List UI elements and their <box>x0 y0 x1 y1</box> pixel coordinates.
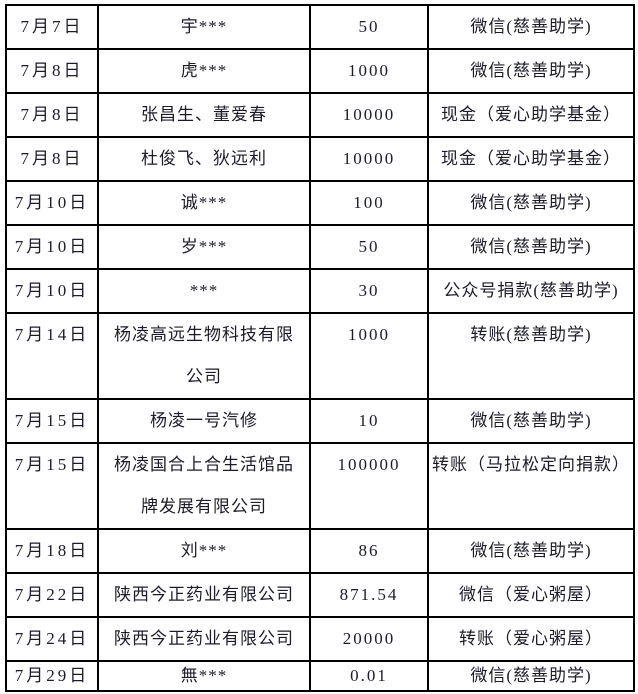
cell-method: 微信(慈善助学) <box>427 660 635 692</box>
cell-amount: 10000 <box>309 92 429 138</box>
table-row: 7月8日 虎*** 1000 微信(慈善助学) <box>5 48 635 94</box>
cell-date: 7月7日 <box>5 4 99 50</box>
donation-table: 7月7日 宇*** 50 微信(慈善助学) 7月8日 虎*** 1000 微信(慈善助学) 7月… <box>5 4 635 692</box>
cell-amount: 20000 <box>309 616 429 662</box>
table-row: 7月15日 杨凌一号汽修 10 微信(慈善助学) <box>5 398 635 444</box>
cell-donor: 杜俊飞、狄远利 <box>97 136 311 182</box>
cell-amount: 30 <box>309 268 429 314</box>
cell-donor: 刘*** <box>97 528 311 574</box>
cell-date: 7月15日 <box>5 398 99 444</box>
cell-date: 7月24日 <box>5 616 99 662</box>
table-row: 7月18日 刘*** 86 微信(慈善助学) <box>5 528 635 574</box>
table-row: 7月7日 宇*** 50 微信(慈善助学) <box>5 4 635 50</box>
cell-date: 7月8日 <box>5 136 99 182</box>
cell-donor: *** <box>97 268 311 314</box>
cell-donor: 宇*** <box>97 4 311 50</box>
cell-method: 微信(慈善助学) <box>427 528 635 574</box>
cell-amount: 10 <box>309 398 429 444</box>
cell-amount: 50 <box>309 4 429 50</box>
cell-donor: 陕西今正药业有限公司 <box>97 572 311 618</box>
cell-method: 转账（马拉松定向捐款） <box>427 442 635 530</box>
cell-method: 微信(慈善助学) <box>427 398 635 444</box>
cell-date: 7月18日 <box>5 528 99 574</box>
table-row: 7月8日 杜俊飞、狄远利 10000 现金（爱心助学基金） <box>5 136 635 182</box>
donation-table-body: 7月7日 宇*** 50 微信(慈善助学) 7月8日 虎*** 1000 微信(慈善助学) 7月… <box>5 4 635 692</box>
cell-date: 7月10日 <box>5 268 99 314</box>
cell-date: 7月8日 <box>5 92 99 138</box>
cell-donor: 陕西今正药业有限公司 <box>97 616 311 662</box>
cell-donor: 杨凌高远生物科技有限 公司 <box>97 312 311 400</box>
cell-method: 微信(慈善助学) <box>427 4 635 50</box>
cell-method: 微信（爱心粥屋） <box>427 572 635 618</box>
cell-donor: 虎*** <box>97 48 311 94</box>
table-row: 7月10日 *** 30 公众号捐款(慈善助学) <box>5 268 635 314</box>
cell-amount: 10000 <box>309 136 429 182</box>
cell-method: 微信(慈善助学) <box>427 48 635 94</box>
table-row: 7月24日 陕西今正药业有限公司 20000 转账（爱心粥屋） <box>5 616 635 662</box>
cell-method: 公众号捐款(慈善助学) <box>427 268 635 314</box>
cell-donor: 诚*** <box>97 180 311 226</box>
cell-amount: 0.01 <box>309 660 429 692</box>
cell-donor: 無*** <box>97 660 311 692</box>
cell-method: 现金（爱心助学基金） <box>427 92 635 138</box>
table-row: 7月10日 诚*** 100 微信(慈善助学) <box>5 180 635 226</box>
cell-date: 7月14日 <box>5 312 99 400</box>
table-row: 7月15日 杨凌国合上合生活馆品 牌发展有限公司 100000 转账（马拉松定向捐款） <box>5 442 635 530</box>
cell-amount: 100000 <box>309 442 429 530</box>
table-row: 7月10日 岁*** 50 微信(慈善助学) <box>5 224 635 270</box>
cell-date: 7月8日 <box>5 48 99 94</box>
cell-method: 现金（爱心助学基金） <box>427 136 635 182</box>
table-row: 7月8日 张昌生、董爱春 10000 现金（爱心助学基金） <box>5 92 635 138</box>
cell-method: 转账(慈善助学) <box>427 312 635 400</box>
cell-amount: 50 <box>309 224 429 270</box>
cell-donor: 岁*** <box>97 224 311 270</box>
cell-amount: 871.54 <box>309 572 429 618</box>
cell-method: 微信(慈善助学) <box>427 180 635 226</box>
cell-amount: 86 <box>309 528 429 574</box>
cell-amount: 1000 <box>309 312 429 400</box>
cell-method: 微信(慈善助学) <box>427 224 635 270</box>
cell-date: 7月29日 <box>5 660 99 692</box>
table-row: 7月22日 陕西今正药业有限公司 871.54 微信（爱心粥屋） <box>5 572 635 618</box>
cell-amount: 1000 <box>309 48 429 94</box>
table-row: 7月29日 無*** 0.01 微信(慈善助学) <box>5 660 635 692</box>
cell-donor: 张昌生、董爱春 <box>97 92 311 138</box>
cell-date: 7月15日 <box>5 442 99 530</box>
cell-date: 7月22日 <box>5 572 99 618</box>
cell-donor: 杨凌一号汽修 <box>97 398 311 444</box>
cell-method: 转账（爱心粥屋） <box>427 616 635 662</box>
cell-donor: 杨凌国合上合生活馆品 牌发展有限公司 <box>97 442 311 530</box>
table-row: 7月14日 杨凌高远生物科技有限 公司 1000 转账(慈善助学) <box>5 312 635 400</box>
cell-date: 7月10日 <box>5 180 99 226</box>
cell-date: 7月10日 <box>5 224 99 270</box>
cell-amount: 100 <box>309 180 429 226</box>
